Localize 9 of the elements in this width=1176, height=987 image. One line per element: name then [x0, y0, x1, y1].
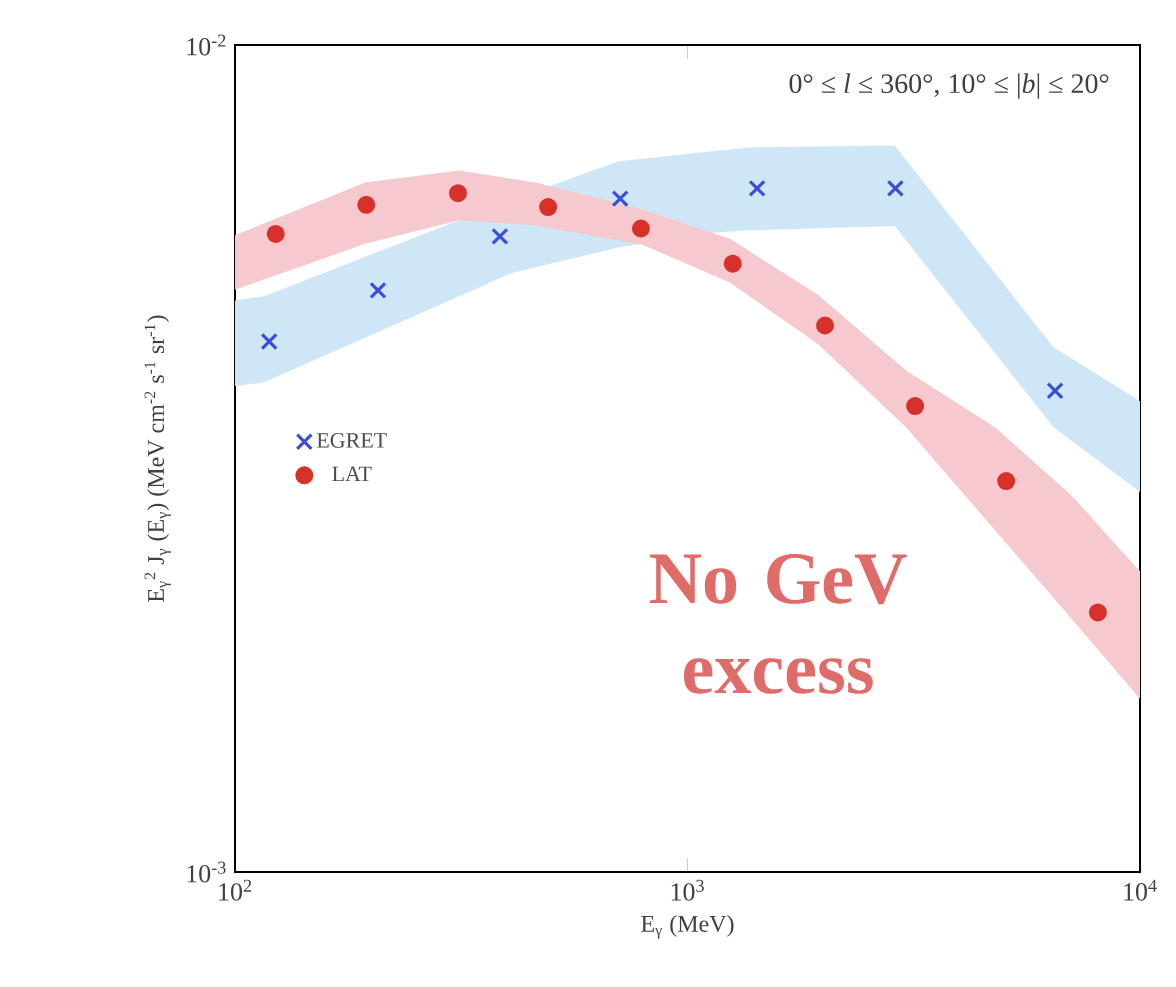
annotation: 0° ≤ l ≤ 360°, 10° ≤ |b| ≤ 20°: [789, 73, 1109, 99]
x-tick-label: 10$^{4}$: [1124, 879, 1157, 901]
y-tick-label: 10$^{-2}$: [187, 34, 226, 56]
x-tick-label: 10$^{3}$: [671, 879, 704, 901]
x-axis-title: E$_{γ}$ (MeV): [641, 915, 734, 939]
legend-label: EGRET: [316, 433, 387, 448]
legend-label: LAT: [332, 466, 372, 482]
annotation: No GeV excess: [649, 554, 907, 694]
text: E$_{γ}$$^{2}$ J$_{γ}$ (E$_{γ}$) (MeV cm$^{-2}$ s$^{-1}$ sr$^{-1}$): [144, 315, 171, 602]
